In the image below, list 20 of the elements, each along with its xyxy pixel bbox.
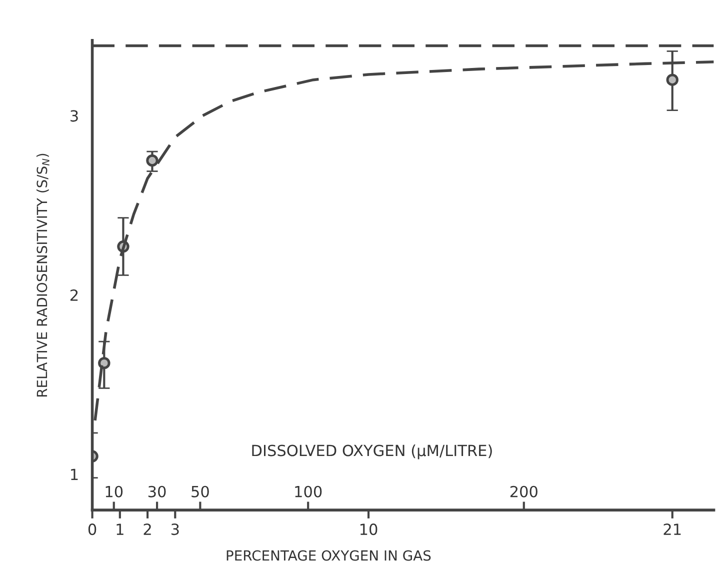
point bbox=[666, 74, 678, 86]
x-tick-label: 2 bbox=[144, 524, 151, 535]
x2-axis-title: DISSOLVED OXYGEN (µM/LITRE) bbox=[252, 444, 492, 460]
x2-tick-label: 50 bbox=[192, 486, 209, 498]
x2-tick-label: 200 bbox=[510, 486, 538, 498]
x-tick-label: 3 bbox=[171, 524, 179, 536]
y-axis-title: RELATIVE RADIOSENSITIVITY (S/S$_{N}$) bbox=[36, 154, 50, 397]
point bbox=[146, 154, 158, 167]
point bbox=[98, 356, 110, 370]
x-tick-label: 0 bbox=[88, 524, 96, 536]
x-tick-label: 10 bbox=[360, 524, 378, 536]
y-tick-label: 2 bbox=[70, 289, 78, 301]
x2-tick-label: 10 bbox=[106, 486, 123, 498]
y-tick-label: 3 bbox=[70, 110, 78, 122]
x-axis-title: PERCENTAGE OXYGEN IN GAS bbox=[226, 550, 431, 561]
x-tick-label: 21 bbox=[664, 524, 681, 535]
x2-tick-label: 30 bbox=[148, 486, 166, 498]
x2-tick-label: 100 bbox=[295, 486, 322, 498]
x-tick-label: 1 bbox=[116, 524, 124, 535]
y-tick-label: 1 bbox=[71, 468, 78, 480]
